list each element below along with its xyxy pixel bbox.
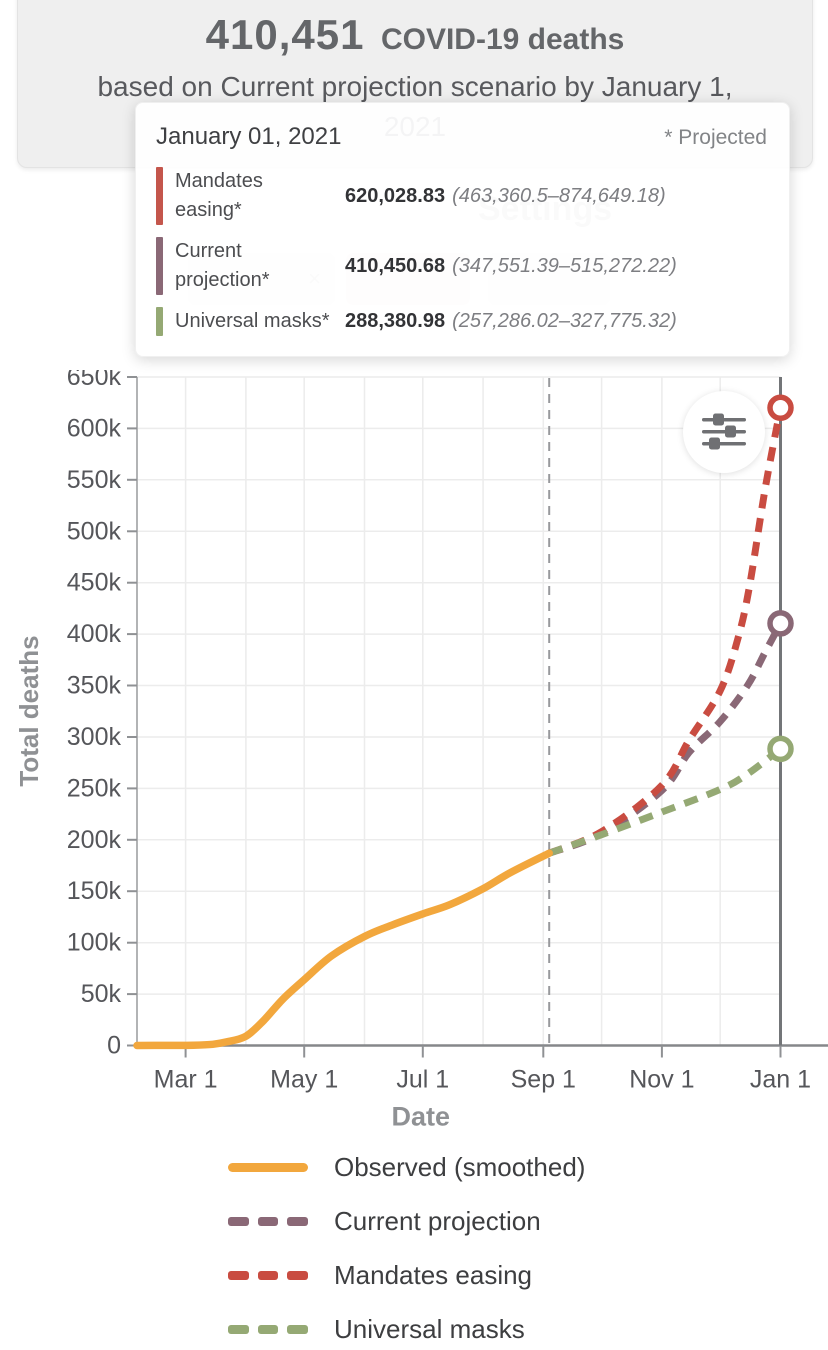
chart-tooltip: January 01, 2021 * Projected Mandates ea… [135, 102, 790, 357]
x-tick-label: Sep 1 [511, 1066, 576, 1094]
y-tick-label: 500k [67, 517, 122, 545]
x-tick-label: Nov 1 [629, 1066, 694, 1094]
tooltip-row-label: Universal masks* [175, 310, 330, 332]
tooltip-row-value: 620,028.83 [345, 184, 446, 207]
tooltip-row-label: Mandates easing* [175, 170, 263, 221]
projection-chart[interactable]: 0 50k 100k 150k 200k 250k 300k 350k 400k 450k 500k… [0, 370, 828, 1150]
series-color-bar [156, 167, 163, 225]
y-tick-label: 400k [67, 620, 122, 648]
legend-item-mandates-easing: Mandates easing [0, 1248, 828, 1302]
y-tick-label: 450k [67, 569, 122, 597]
legend-item-universal-masks: Universal masks [0, 1302, 828, 1350]
endpoint-marker [767, 735, 794, 763]
y-tick-label: 350k [67, 672, 122, 700]
legend-label: Universal masks [334, 1313, 525, 1344]
y-tick-label: 650k [67, 370, 122, 391]
series-observed-smoothed- [133, 849, 553, 1050]
summary-title: 410,451 COVID-19 deaths [18, 11, 812, 59]
x-tick-label: May 1 [270, 1066, 338, 1094]
legend-swatch-dashed-line [228, 1216, 309, 1226]
legend-item-observed: Observed (smoothed) [0, 1140, 828, 1194]
legend-swatch-dashed-line [228, 1324, 309, 1334]
y-tick-label: 100k [67, 929, 122, 957]
legend-label: Current projection [334, 1205, 541, 1236]
series-mandates-easing [547, 407, 784, 857]
tooltip-header: January 01, 2021 * Projected [156, 123, 767, 151]
tooltip-row-label: Current projection* [175, 240, 270, 291]
x-tick-label: Mar 1 [154, 1066, 218, 1094]
tooltip-row-range: (257,286.02–327,775.32) [452, 310, 677, 332]
legend-swatch-dashed-line [228, 1270, 309, 1280]
tooltip-row-value: 410,450.68 [345, 254, 446, 277]
y-tick-label: 150k [67, 877, 122, 905]
chart-legend: Observed (smoothed) Current projection M… [0, 1140, 828, 1350]
x-tick-label: Jan 1 [750, 1066, 811, 1094]
series-color-bar [156, 307, 163, 336]
series-universal-masks [548, 746, 783, 857]
endpoint-marker [767, 394, 794, 422]
tooltip-row-current-projection: Current projection* 410,450.68 (347,551.3… [156, 237, 767, 295]
tooltip-row-range: (463,360.5–874,649.18) [452, 184, 666, 207]
legend-item-current-projection: Current projection [0, 1194, 828, 1248]
y-tick-label: 0 [107, 1032, 121, 1060]
series-color-bar [156, 237, 163, 295]
series-current-projection [547, 621, 784, 857]
deaths-label: COVID-19 deaths [380, 23, 625, 56]
tooltip-row-value: 288,380.98 [345, 310, 446, 332]
legend-label: Mandates easing [334, 1259, 533, 1290]
sliders-icon [702, 413, 746, 450]
x-tick-label: Jul 1 [396, 1066, 449, 1094]
y-tick-label: 50k [81, 980, 122, 1008]
tooltip-row-universal-masks: Universal masks* 288,380.98 (257,286.02–3… [156, 307, 767, 336]
chart-settings-button[interactable] [683, 391, 765, 473]
legend-swatch-solid-line [228, 1162, 308, 1172]
x-axis-title: Date [391, 1102, 450, 1132]
tooltip-row-range: (347,551.39–515,272.22) [452, 254, 677, 277]
summary-subtitle-line1: based on Current projection scenario by … [97, 71, 733, 102]
deaths-count: 410,451 [205, 11, 365, 58]
y-axis-title: Total deaths [14, 635, 44, 786]
y-tick-label: 550k [67, 466, 122, 494]
y-tick-label: 200k [67, 826, 122, 854]
legend-label: Observed (smoothed) [334, 1151, 586, 1182]
y-tick-label: 300k [67, 723, 122, 751]
y-tick-label: 600k [67, 414, 122, 442]
gridlines [137, 376, 782, 1046]
axis-ticks: 0 50k 100k 150k 200k 250k 300k 350k 400k 450k 500k… [67, 370, 811, 1094]
endpoint-marker [767, 610, 794, 637]
axes [136, 377, 828, 1047]
tooltip-date: January 01, 2021 [156, 123, 342, 150]
tooltip-projected-note: * Projected [664, 126, 767, 149]
y-tick-label: 250k [67, 774, 122, 802]
tooltip-row-mandates-easing: Mandates easing* 620,028.83 (463,360.5–87… [156, 167, 767, 225]
